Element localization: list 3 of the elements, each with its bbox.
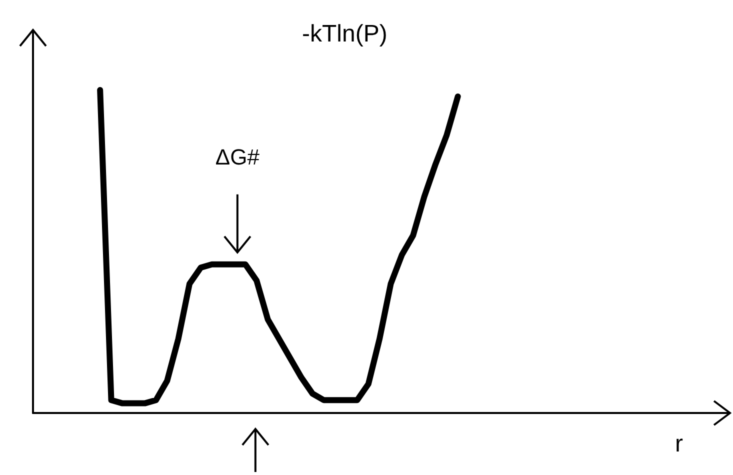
y-axis-title: -kTln(P) bbox=[302, 20, 388, 48]
x-axis-title: r bbox=[675, 430, 683, 458]
annotation: ΔG# bbox=[215, 144, 260, 170]
